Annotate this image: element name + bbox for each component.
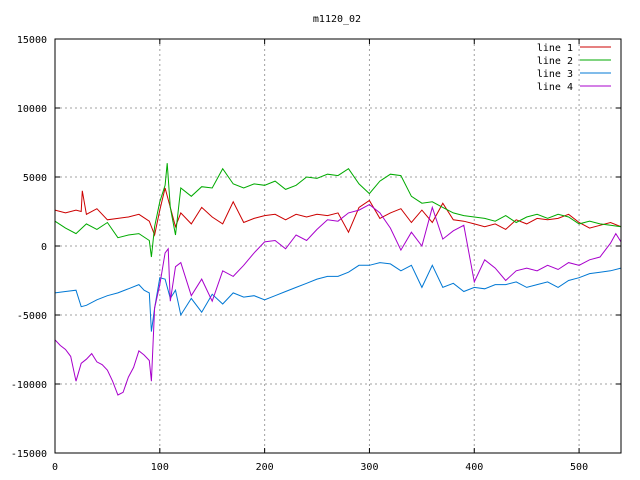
legend-label-4: line 4 bbox=[537, 82, 573, 93]
series-line-1 bbox=[54, 187, 622, 237]
series-line-4 bbox=[54, 204, 622, 396]
x-tick-label: 400 bbox=[465, 462, 483, 473]
series-line-2 bbox=[54, 163, 622, 258]
legend-label-3: line 3 bbox=[537, 69, 573, 80]
y-tick-label: 5000 bbox=[23, 173, 47, 184]
x-tick-label: 500 bbox=[570, 462, 588, 473]
legend-label-1: line 1 bbox=[537, 43, 573, 54]
axis-ticks: 0 100 200 300 400 500 -15000 -10000 -5000 0 5000 10… bbox=[11, 35, 621, 473]
x-tick-label: 300 bbox=[360, 462, 378, 473]
series-lines bbox=[54, 163, 622, 396]
grid-lines bbox=[55, 39, 621, 453]
x-tick-label: 200 bbox=[256, 462, 274, 473]
x-tick-label: 0 bbox=[52, 462, 58, 473]
y-tick-label: 15000 bbox=[17, 35, 47, 46]
series-line-3 bbox=[54, 262, 622, 332]
x-tick-label: 100 bbox=[151, 462, 169, 473]
y-tick-label: -5000 bbox=[17, 311, 47, 322]
legend: line 1 line 2 line 3 line 4 bbox=[537, 43, 611, 93]
chart-title: m1120_02 bbox=[313, 14, 361, 25]
y-tick-label: -10000 bbox=[11, 380, 47, 391]
y-tick-label: 10000 bbox=[17, 104, 47, 115]
y-tick-label: 0 bbox=[41, 242, 47, 253]
legend-label-2: line 2 bbox=[537, 56, 573, 67]
y-tick-label: -15000 bbox=[11, 449, 47, 460]
